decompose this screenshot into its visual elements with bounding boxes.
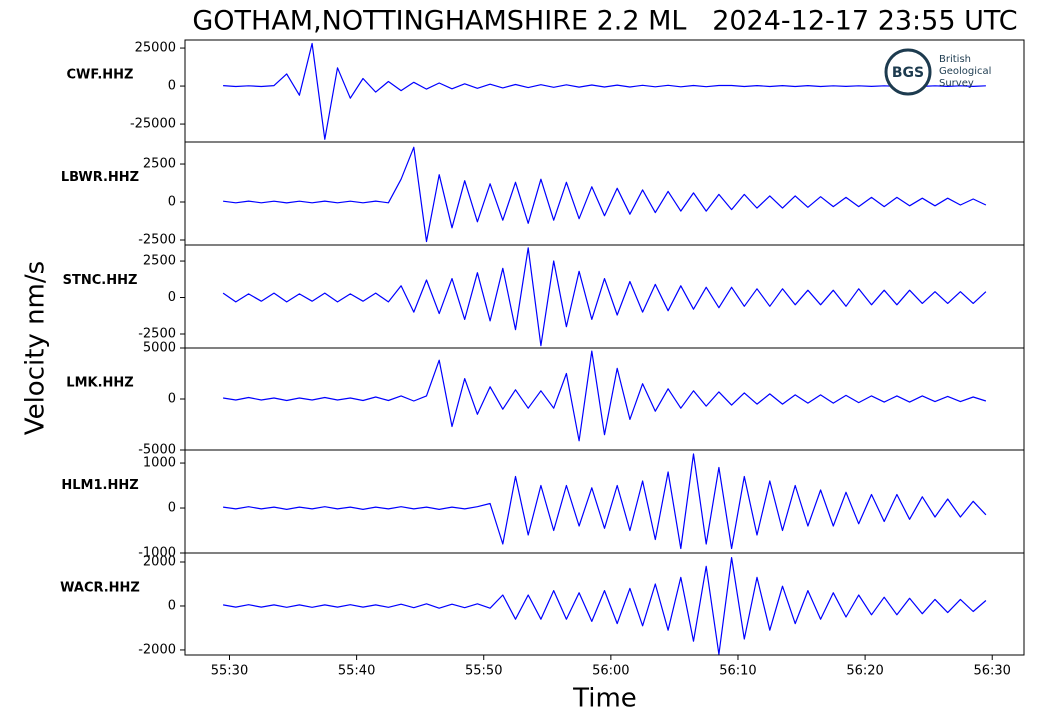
waveform <box>223 42 986 140</box>
y-tick-label: 0 <box>168 501 176 516</box>
x-tick-label: 56:20 <box>846 664 883 679</box>
y-tick-label: 5000 <box>143 341 176 356</box>
chart-title: GOTHAM,NOTTINGHAMSHIRE 2.2 ML 2024-12-17… <box>192 6 1017 37</box>
station-label: STNC.HHZ <box>63 273 138 288</box>
y-tick-label: 2000 <box>143 555 176 570</box>
station-label: LMK.HHZ <box>66 376 133 391</box>
panel-frame <box>184 141 1025 246</box>
y-tick-label: 0 <box>168 598 176 613</box>
x-tick-label: 56:10 <box>719 664 756 679</box>
logo-text: British <box>939 54 971 65</box>
station-label: HLM1.HHZ <box>61 478 138 493</box>
y-tick-label: -2000 <box>138 642 176 657</box>
station-label: WACR.HHZ <box>60 581 140 596</box>
x-axis-label: Time <box>572 684 637 714</box>
y-tick-label: -2500 <box>138 326 176 341</box>
y-tick-label: -1000 <box>138 546 176 561</box>
waveform <box>223 453 987 550</box>
logo-text: Geological <box>939 66 991 77</box>
waveform <box>222 557 987 655</box>
y-tick-label: 0 <box>168 79 176 94</box>
y-tick-label: 25000 <box>135 41 176 56</box>
y-axis-label: Velocity nm/s <box>21 261 51 435</box>
plots: -25000025000CWF.HHZ-250002500LBWR.HHZ-25… <box>60 39 1025 679</box>
y-tick-label: 0 <box>168 290 176 305</box>
x-tick-label: 55:30 <box>211 664 248 679</box>
y-tick-label: 2500 <box>143 254 176 269</box>
panel-frame <box>184 552 1025 656</box>
panel-frame <box>184 244 1025 349</box>
station-label: LBWR.HHZ <box>61 170 139 185</box>
x-tick-label: 56:00 <box>592 664 629 679</box>
x-tick-label: 56:30 <box>973 664 1010 679</box>
waveform <box>223 350 987 442</box>
logo-ring <box>884 48 932 96</box>
waveform <box>222 247 987 347</box>
x-tick-label: 55:50 <box>465 664 502 679</box>
panel-frame <box>184 449 1025 554</box>
x-tick-label: 55:40 <box>338 664 375 679</box>
waveform <box>223 146 987 243</box>
logo: BGS British Geological Survey <box>884 48 991 96</box>
logo-text: Survey <box>939 78 974 89</box>
y-tick-label: 2500 <box>143 157 176 172</box>
y-tick-label: 1000 <box>143 456 176 471</box>
y-tick-label: -2500 <box>138 232 176 247</box>
station-label: CWF.HHZ <box>67 68 134 83</box>
y-tick-label: 0 <box>168 392 176 407</box>
y-tick-label: 0 <box>168 195 176 210</box>
y-tick-label: -25000 <box>130 117 176 132</box>
logo-mark: BGS <box>892 65 924 81</box>
y-tick-label: -5000 <box>138 443 176 458</box>
